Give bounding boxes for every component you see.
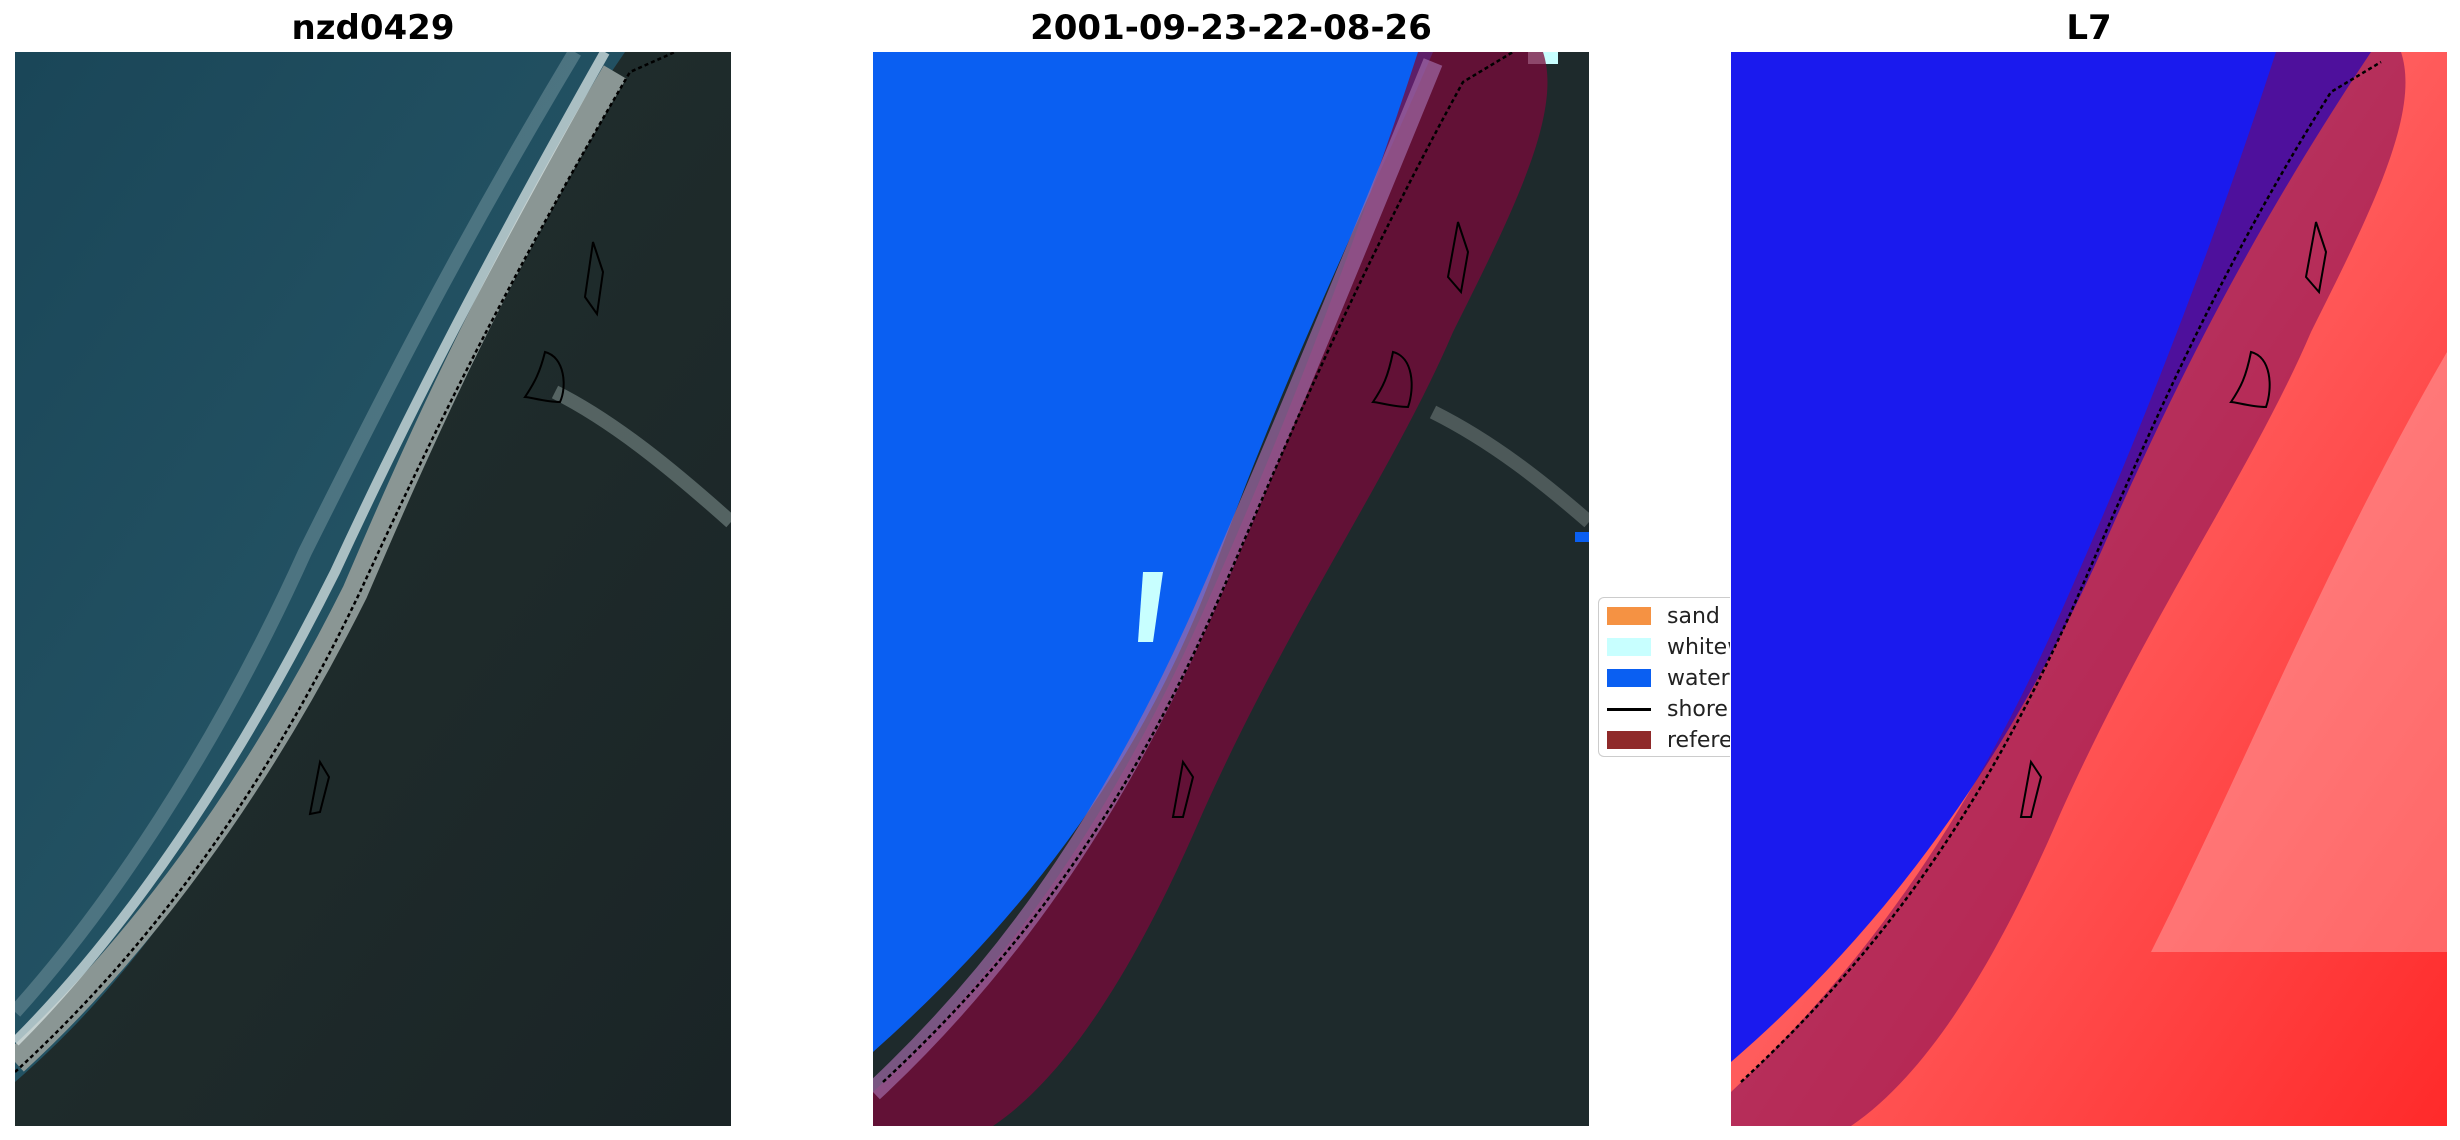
legend-line-shoreline [1607, 707, 1651, 711]
legend-swatch-sand [1607, 607, 1651, 625]
nearshore-whitewater [15, 52, 582, 1017]
reference-polygon [308, 759, 331, 816]
shoreline-trace [882, 52, 1514, 1083]
reference-buffer [1731, 52, 2406, 1126]
shoreline-trace [15, 52, 676, 1073]
reference-polygon [2229, 350, 2271, 409]
legend-swatch-reference [1607, 731, 1651, 749]
river-channel [1429, 405, 1589, 528]
rgb-satellite-image [15, 52, 731, 1126]
legend-item-shoreline: shoreline [1607, 696, 1730, 722]
legend-label-shoreline: shoreline [1667, 696, 1730, 722]
panel-title-1: nzd0429 [291, 8, 455, 48]
whitewater-class [1138, 572, 1163, 642]
land-area [15, 52, 731, 1126]
reference-polygon [583, 241, 605, 317]
panel-title-2: 2001-09-23-22-08-26 [1030, 8, 1432, 48]
index-image [1731, 52, 2447, 1126]
reference-polygon [2304, 221, 2328, 295]
sand-class [873, 58, 1443, 1100]
shoreline-trace [1740, 60, 2382, 1083]
water-class-fragment [1575, 532, 1589, 542]
classified-image [873, 52, 1589, 1126]
reference-polygon [1446, 221, 1470, 295]
panel-title-3: L7 [2066, 8, 2112, 48]
legend-item-water: water [1607, 665, 1730, 691]
beach-sand [15, 65, 627, 1072]
water-class-area [873, 52, 1433, 1052]
legend-item-reference: reference [1607, 727, 1730, 753]
legend-item-sand: sand [1607, 603, 1720, 629]
legend-label-sand: sand [1667, 603, 1720, 629]
surf-zone [15, 52, 610, 1046]
reference-polygon [1171, 759, 1195, 818]
legend-label-reference: reference [1667, 727, 1730, 753]
legend-swatch-water [1607, 669, 1651, 687]
legend-swatch-whitewater [1607, 638, 1651, 656]
reference-polygon [1371, 350, 1413, 409]
reference-polygon [523, 350, 565, 404]
index-land-highlight [2151, 352, 2447, 952]
reference-buffer [873, 52, 1548, 1126]
reference-polygon [2019, 759, 2043, 818]
legend-label-water: water [1667, 665, 1730, 691]
river-channel [551, 385, 731, 528]
